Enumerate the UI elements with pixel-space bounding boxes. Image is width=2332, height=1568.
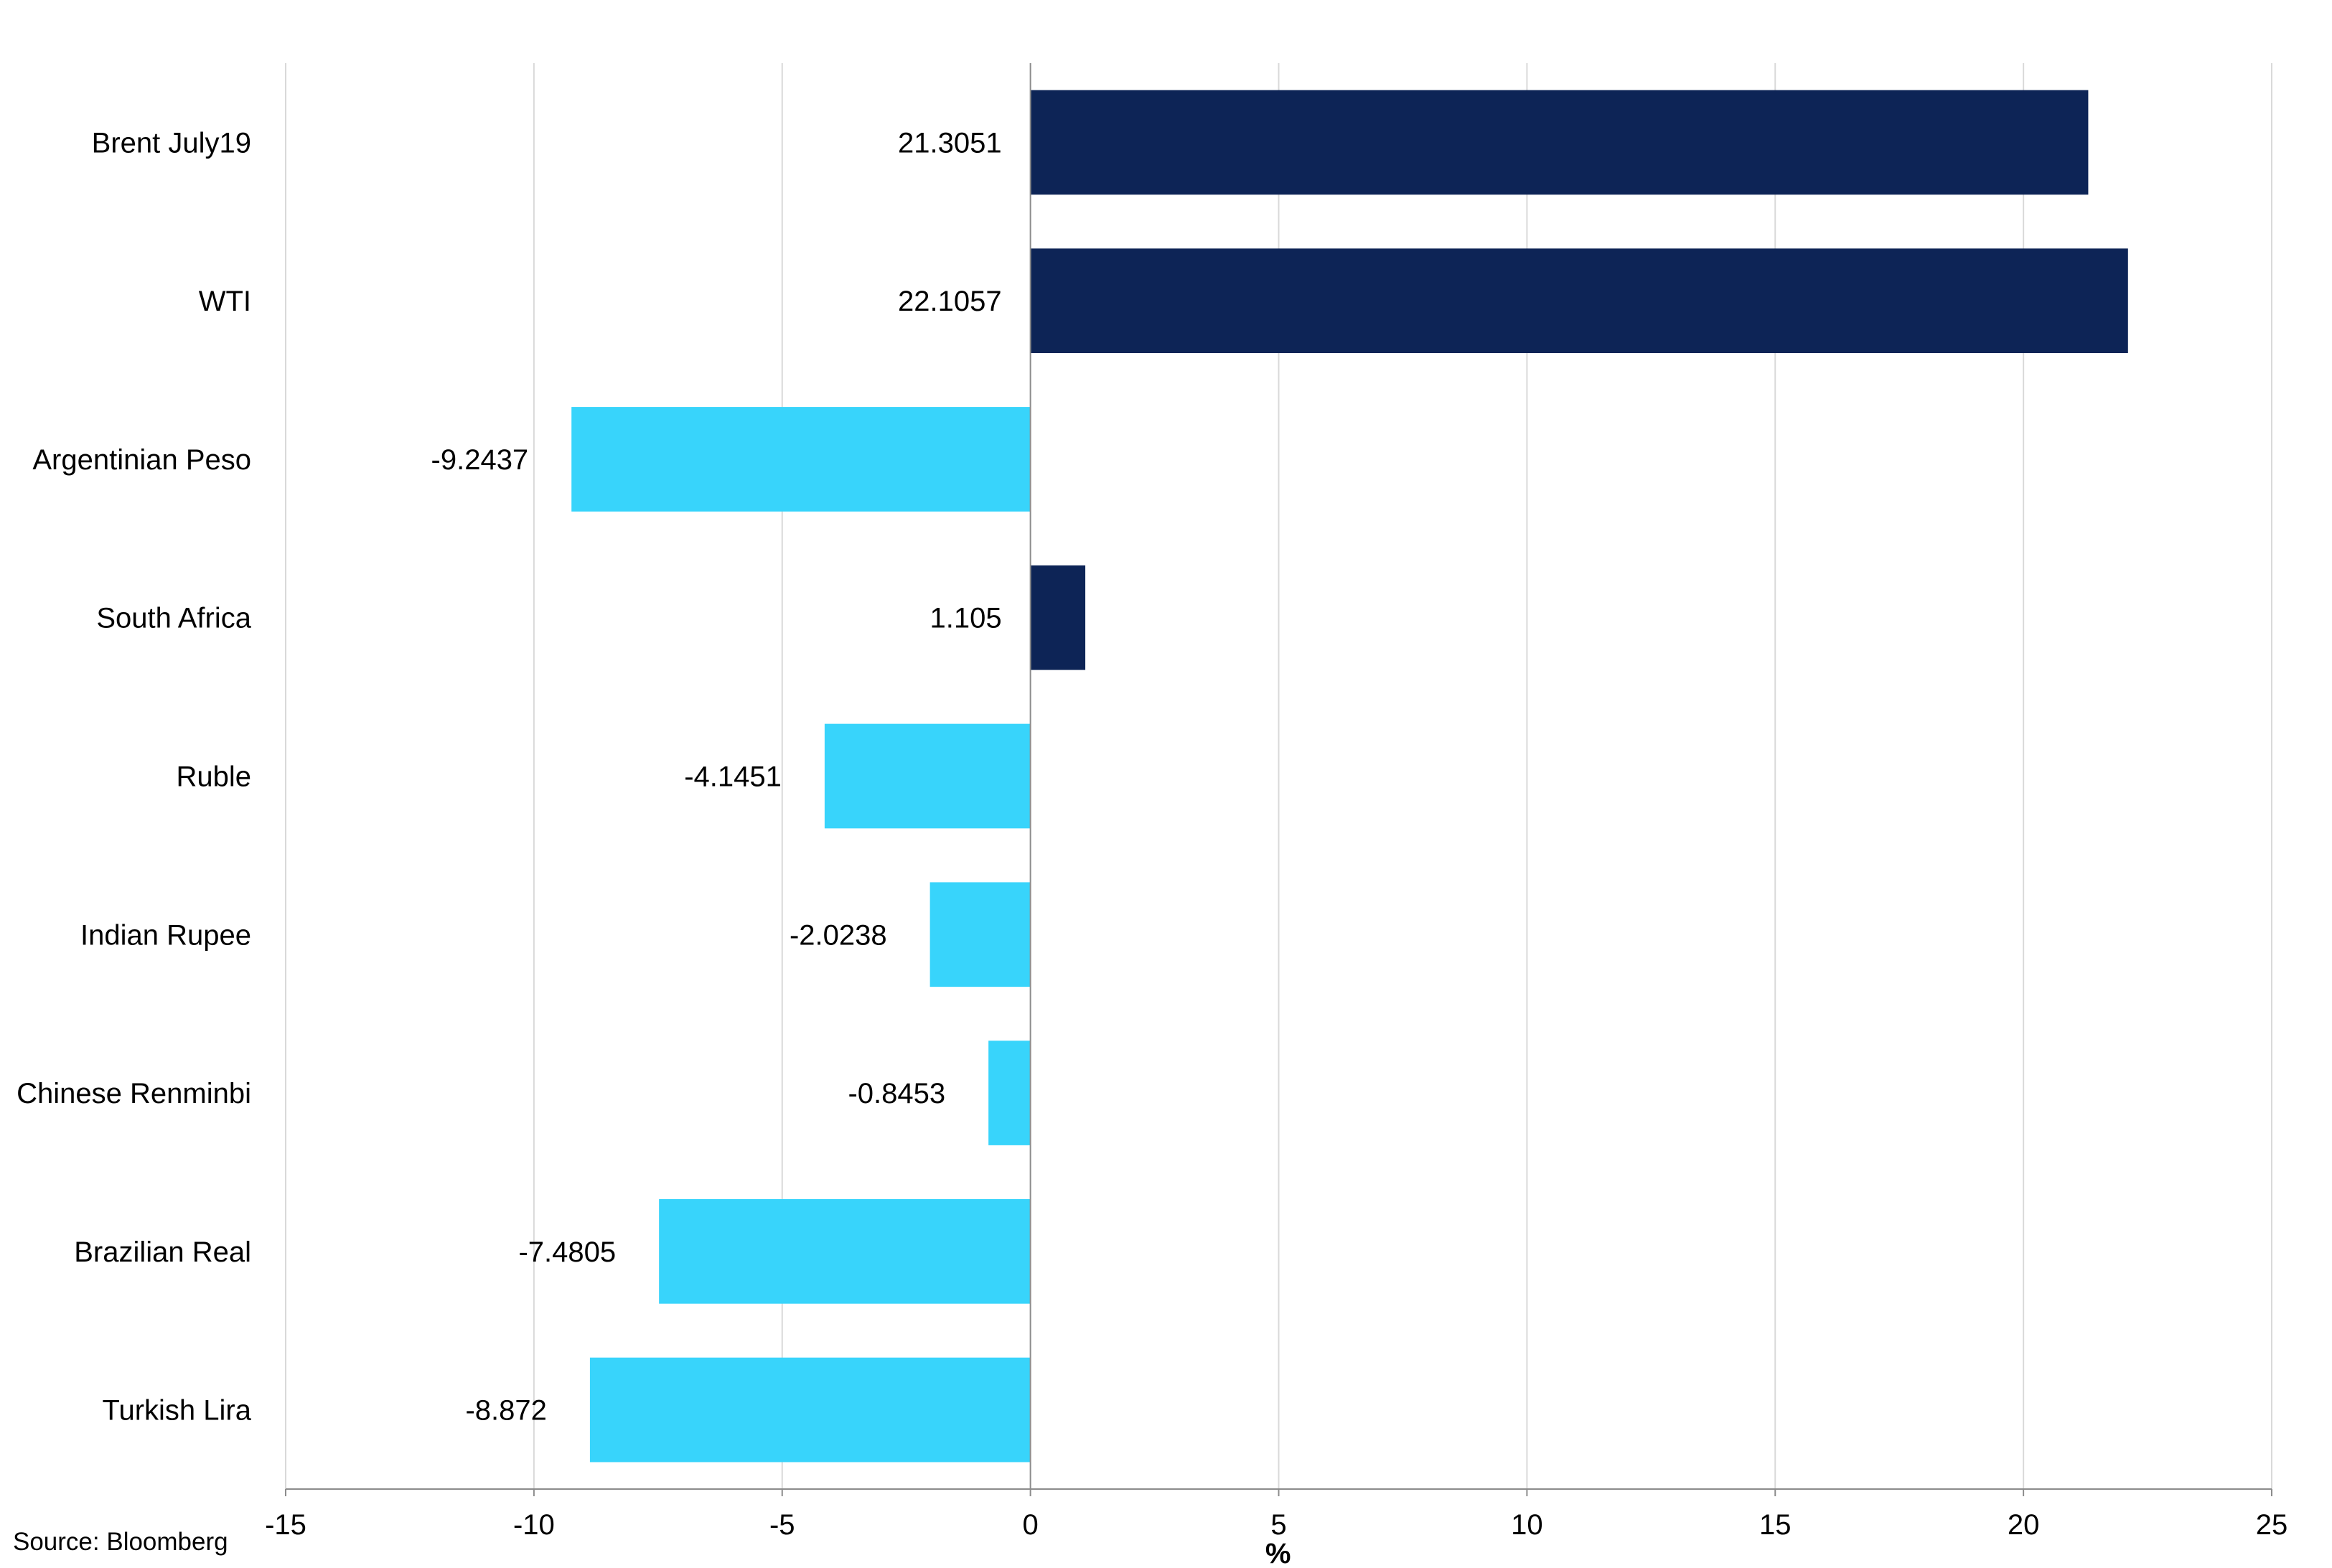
category-label-indian-rupee: Indian Rupee (80, 919, 251, 951)
data-label-indian-rupee: -2.0238 (790, 919, 887, 951)
source-note: Source: Bloomberg (13, 1528, 228, 1556)
category-label-ruble: Ruble (176, 761, 251, 793)
category-label-south-africa: South Africa (96, 603, 251, 634)
x-axis-label: % (1265, 1538, 1291, 1568)
data-label-wti: 22.1057 (898, 286, 1002, 317)
category-label-chinese-renminbi: Chinese Renminbi (17, 1078, 251, 1109)
data-label-brazilian-real: -7.4805 (518, 1236, 616, 1268)
bar-indian-rupee (929, 882, 1031, 987)
data-label-argentinian-peso: -9.2437 (431, 444, 529, 476)
x-tick-label--15: -15 (265, 1509, 306, 1541)
bar-wti (1030, 248, 2128, 354)
data-label-south-africa: 1.105 (930, 603, 1002, 634)
x-tick-label-15: 15 (1759, 1509, 1792, 1541)
x-tick-label-20: 20 (2008, 1509, 2040, 1541)
bars (571, 90, 2128, 1463)
category-label-wti: WTI (199, 286, 251, 317)
x-tick-label-25: 25 (2256, 1509, 2288, 1541)
data-labels: 21.3051 22.1057 -9.2437 1.105 -4.1451 -2.0238… (431, 127, 1002, 1426)
data-label-chinese-renminbi: -0.8453 (848, 1078, 945, 1109)
category-labels: Brent July19 WTI Argentinian Peso South Afr… (17, 127, 252, 1426)
x-tick-label--10: -10 (513, 1509, 555, 1541)
data-label-ruble: -4.1451 (684, 761, 782, 793)
x-tick-label-5: 5 (1270, 1509, 1286, 1541)
data-label-turkish-lira: -8.872 (465, 1395, 546, 1427)
bar-argentinian-peso (571, 407, 1031, 512)
bar-brazilian-real (659, 1198, 1031, 1304)
bar-south-africa (1030, 565, 1086, 670)
bar-chinese-renminbi (988, 1041, 1031, 1145)
category-label-argentinian-peso: Argentinian Peso (32, 444, 251, 476)
bar-turkish-lira (589, 1357, 1031, 1463)
data-label-brent-july19: 21.3051 (898, 127, 1002, 159)
bar-brent-july19 (1030, 90, 2089, 195)
category-label-turkish-lira: Turkish Lira (103, 1395, 252, 1427)
category-label-brazilian-real: Brazilian Real (74, 1236, 251, 1268)
x-tick-labels: -15 -10 -5 0 5 10 15 20 25 (265, 1489, 2287, 1541)
bar-ruble (824, 723, 1031, 829)
x-tick-label-10: 10 (1511, 1509, 1543, 1541)
x-tick-label-0: 0 (1023, 1509, 1039, 1541)
x-tick-label--5: -5 (769, 1509, 795, 1541)
category-label-brent-july19: Brent July19 (92, 127, 251, 159)
